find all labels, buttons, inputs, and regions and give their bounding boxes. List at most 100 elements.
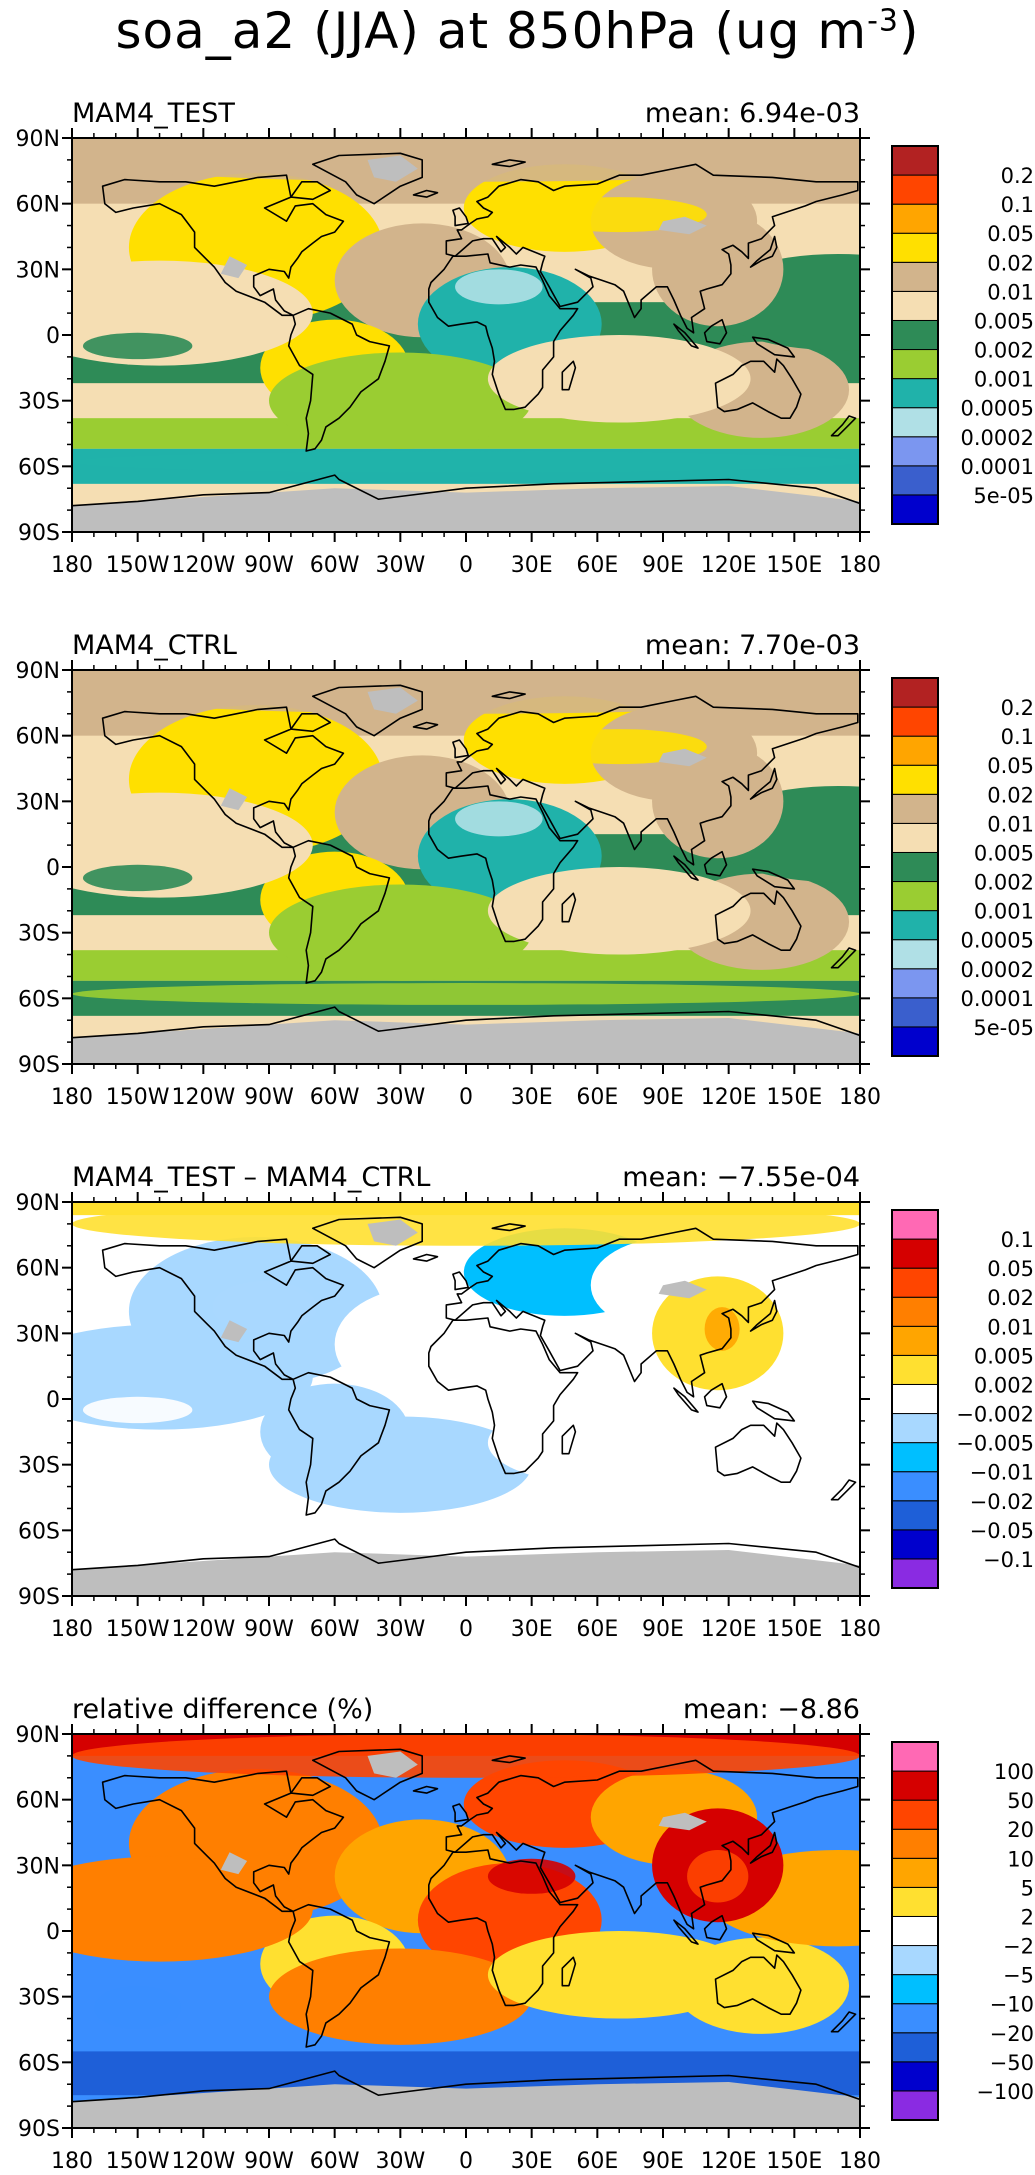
field-region — [652, 744, 784, 859]
coastline-svalbard — [491, 691, 526, 700]
colorbar-box — [891, 174, 939, 205]
lat-tick-label: 60S — [18, 2051, 60, 2076]
colorbar-box — [891, 2061, 939, 2092]
colorbar-box — [891, 822, 939, 853]
coastline-australia — [714, 358, 802, 420]
colorbar-label: 0.1 — [1001, 1228, 1034, 1252]
region-value — [704, 1307, 740, 1351]
coastline-iceland — [412, 1253, 439, 1262]
coastline-madagascar — [561, 1424, 577, 1455]
coastline-britain — [452, 739, 470, 759]
missing-data-patch — [367, 1219, 418, 1246]
colorbar-box — [891, 290, 939, 321]
lon-tick-label: 120W — [171, 2149, 235, 2174]
lat-tick-label: 60N — [16, 1789, 60, 1814]
missing-data-patch — [367, 155, 418, 182]
colorbar-box — [891, 2032, 939, 2063]
coastline-japan — [749, 767, 778, 800]
lon-tick-label: 150E — [766, 553, 822, 578]
field-region — [269, 884, 532, 981]
colorbar-box — [891, 1857, 939, 1888]
colorbar-label: 0.0001 — [961, 987, 1034, 1011]
colorbar-box — [891, 910, 939, 941]
region-value — [687, 1850, 749, 1903]
coastline-north-america — [101, 1770, 345, 1913]
coastline-baffin — [290, 181, 332, 201]
lon-tick-label: 30E — [511, 553, 553, 578]
region-value — [212, 1280, 318, 1334]
colorbar-label: −20 — [990, 2022, 1034, 2046]
coastline-africa — [427, 1317, 579, 1475]
coastline-africa — [427, 253, 579, 411]
colorbar-box — [891, 939, 939, 970]
colorbar-label: −0.01 — [970, 1461, 1034, 1485]
colorbar-label: −0.05 — [970, 1519, 1034, 1543]
colorbar-label: 0.02 — [987, 251, 1034, 275]
coastline-sumatra — [673, 1387, 699, 1413]
colorbar-label: 0.002 — [974, 339, 1034, 363]
colorbar-box — [891, 1238, 939, 1269]
panel-relative-difference: 180 150W 120W 90W 60W 30W 0 30E 60E 90E 120E 150E 18… — [16, 1694, 1034, 2174]
coastline-japan — [749, 1831, 778, 1864]
coastline-britain — [452, 1271, 470, 1291]
lon-tick-label: 120W — [171, 553, 235, 578]
lat-tick-label: 60S — [18, 987, 60, 1012]
lon-tick-label: 150E — [766, 1085, 822, 1110]
lat-tick-label: 30S — [18, 922, 60, 947]
region-value — [72, 1734, 860, 1778]
lat-tick-label: 90N — [16, 659, 60, 684]
coastline-greenland — [311, 684, 424, 737]
colorbar-box — [891, 1471, 939, 1502]
colorbar-label: 0.05 — [987, 222, 1034, 246]
colorbar-label: −10 — [990, 1993, 1034, 2017]
colorbar-label: 0.02 — [987, 783, 1034, 807]
colorbar-label: −2 — [1003, 1935, 1034, 1959]
lon-tick-label: 90W — [244, 2149, 294, 2174]
colorbar-box — [891, 436, 939, 467]
lon-tick-label: 90E — [642, 1085, 684, 1110]
coastline-north-america — [101, 1238, 345, 1381]
region-value — [72, 138, 860, 182]
colorbar-box — [891, 1442, 939, 1473]
colorbar-box — [891, 735, 939, 766]
colorbar-box — [891, 1915, 939, 1947]
lat-tick-label: 90N — [16, 1191, 60, 1216]
missing-data-patch — [72, 2082, 860, 2128]
lon-tick-label: 180 — [839, 2149, 881, 2174]
colorbar-box — [891, 1325, 939, 1356]
coastline-svalbard — [491, 159, 526, 168]
panel-mean: mean: 7.70e-03 — [645, 630, 860, 661]
colorbar-box — [891, 1500, 939, 1531]
region-value — [455, 801, 543, 837]
coastline-new-guinea — [751, 1932, 796, 1954]
missing-data-patch — [367, 687, 418, 714]
coastline-africa — [427, 1849, 579, 2007]
coastline-borneo — [703, 1914, 728, 1941]
coastline-north-america — [101, 706, 345, 849]
colorbar-label: 0.01 — [987, 812, 1034, 836]
lon-tick-label: 150W — [106, 1085, 170, 1110]
lon-tick-label: 60E — [576, 553, 618, 578]
coastline-sumatra — [673, 323, 699, 349]
colorbar-box — [891, 677, 939, 708]
coastline-svalbard — [491, 1755, 526, 1764]
colorbar-label: 100 — [994, 1760, 1034, 1784]
lon-tick-label: 0 — [459, 2149, 473, 2174]
coastline-sumatra — [673, 1919, 699, 1945]
colorbar-box — [891, 203, 939, 234]
coastline-australia — [714, 890, 802, 952]
coastline-japan — [749, 235, 778, 268]
coastline-antarctica — [72, 2070, 860, 2128]
colorbar-label: 5e-05 — [973, 1016, 1034, 1040]
lon-tick-label: 120E — [701, 1085, 757, 1110]
lat-tick-label: 0 — [46, 856, 60, 881]
colorbar-box — [891, 1974, 939, 2005]
coastline-antarctica — [72, 1006, 860, 1064]
colorbar-box — [891, 1296, 939, 1327]
colorbar-label: 0.0002 — [961, 426, 1034, 450]
colorbar-box — [891, 232, 939, 263]
colorbar-label: 0.2 — [1001, 164, 1034, 188]
missing-data-patch — [72, 486, 860, 532]
coastline-north-america — [101, 174, 345, 317]
colorbar-frame — [891, 1209, 939, 1589]
